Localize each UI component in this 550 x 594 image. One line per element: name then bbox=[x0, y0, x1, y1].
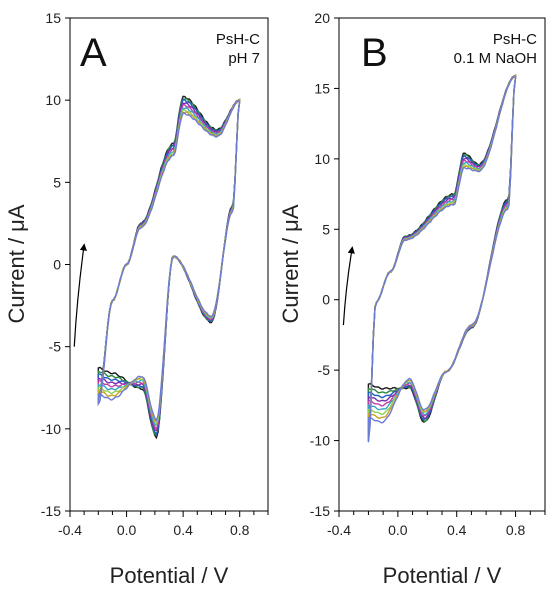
panel-a-cv-series-line bbox=[97, 100, 241, 422]
panel-b-annotation-line-2: 0.1 M NaOH bbox=[454, 50, 537, 67]
panel-b-annotation-line-1: PsH-C bbox=[493, 31, 537, 48]
panel-a-y-tick-label: -10 bbox=[41, 421, 61, 437]
panel-a-y-tick-label: -15 bbox=[41, 503, 61, 519]
panel-b-x-axis-title: Potential / V bbox=[383, 563, 502, 588]
panel-a-x-tick-label: 0.4 bbox=[173, 522, 193, 538]
panel-a-x-axis-title: Potential / V bbox=[110, 563, 229, 588]
panel-b-letter: B bbox=[361, 31, 388, 75]
panel-a-x-tick-label: 0.8 bbox=[230, 522, 250, 538]
panel-b-y-tick-label: 15 bbox=[314, 80, 330, 96]
panel-a-annotation-line-1: PsH-C bbox=[216, 31, 260, 48]
panel-b-cv-series-line bbox=[367, 74, 517, 434]
panel-b: -15 -10 -5 0 5 10 15 20 -0.4 0.0 0.4 0.8 B PsH-C 0.… bbox=[278, 10, 546, 588]
panel-b-y-tick-label: 0 bbox=[322, 292, 330, 308]
panel-a: -15 -10 -5 0 5 10 15 -0.4 0.0 0.4 0.8 A PsH-C pH 7… bbox=[4, 10, 269, 588]
panel-b-cv-series-line bbox=[367, 76, 517, 443]
panel-a-x-tick-label: 0.0 bbox=[117, 522, 137, 538]
panel-a-plot-layer bbox=[73, 95, 241, 440]
panel-b-y-tick-label: -10 bbox=[310, 433, 330, 449]
panel-b-x-tick-label: -0.4 bbox=[327, 522, 351, 538]
panel-a-letter: A bbox=[80, 31, 107, 75]
panel-b-plot-layer bbox=[342, 74, 517, 443]
panel-b-x-tick-label: 0.8 bbox=[506, 522, 526, 538]
panel-a-cv-series-line bbox=[97, 98, 241, 422]
panel-a-scan-direction-arrow bbox=[73, 243, 87, 347]
panel-b-cv-series-line bbox=[367, 74, 517, 436]
panel-a-x-tick-label: -0.4 bbox=[58, 522, 82, 538]
panel-a-axis-layer: -15 -10 -5 0 5 10 15 -0.4 0.0 0.4 0.8 bbox=[41, 10, 269, 538]
panel-a-plot-frame bbox=[69, 17, 269, 512]
panel-b-cv-series-line bbox=[367, 74, 517, 439]
panel-a-cv-series-line bbox=[97, 98, 241, 436]
panel-b-scan-direction-arrow bbox=[342, 246, 355, 326]
panel-b-x-tick-label: 0.4 bbox=[447, 522, 467, 538]
panel-b-y-tick-label: 5 bbox=[322, 221, 330, 237]
panel-b-x-tick-label: 0.0 bbox=[388, 522, 408, 538]
panel-a-y-tick-label: -5 bbox=[49, 339, 62, 355]
panel-b-y-tick-label: 10 bbox=[314, 151, 330, 167]
panel-b-y-axis-title: Current / μA bbox=[278, 204, 303, 323]
panel-a-y-tick-label: 5 bbox=[53, 174, 61, 190]
panel-b-y-tick-label: -15 bbox=[310, 503, 330, 519]
panel-a-y-tick-label: 10 bbox=[45, 92, 61, 108]
panel-b-y-tick-label: -5 bbox=[318, 362, 331, 378]
panel-b-y-tick-label: 20 bbox=[314, 10, 330, 26]
panel-a-y-tick-label: 0 bbox=[53, 257, 61, 273]
panel-b-axis-layer: -15 -10 -5 0 5 10 15 20 -0.4 0.0 0.4 0.8 bbox=[310, 10, 546, 538]
panel-a-y-tick-label: 15 bbox=[45, 10, 61, 26]
panel-a-annotation-line-2: pH 7 bbox=[228, 50, 260, 67]
panel-a-y-axis-title: Current / μA bbox=[4, 204, 29, 323]
panel-a-cv-series-line bbox=[97, 97, 241, 436]
